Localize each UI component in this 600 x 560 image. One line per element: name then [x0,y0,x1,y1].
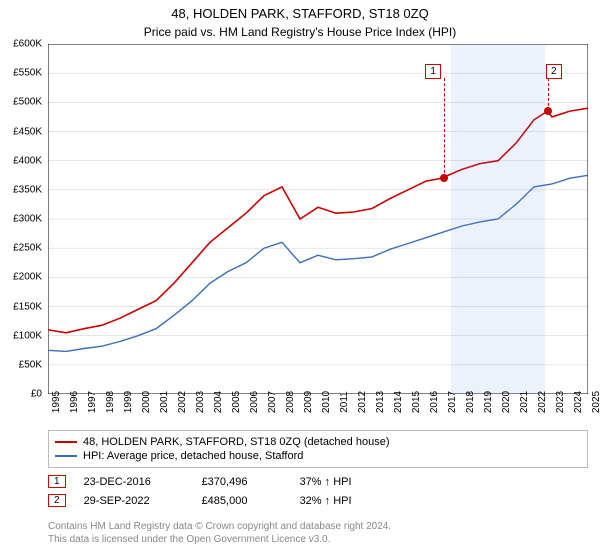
legend-item: HPI: Average price, detached house, Staf… [55,449,581,463]
x-axis-tick: 1999 [123,391,134,413]
x-axis-tick: 2007 [267,391,278,413]
y-axis-tick: £0 [31,389,42,400]
sale-row: 2 29-SEP-2022 £485,000 32% ↑ HPI [48,491,390,510]
y-axis-tick: £200K [13,272,42,283]
x-axis-tick: 2015 [411,391,422,413]
sale-date: 29-SEP-2022 [84,495,184,507]
chart-plot-area: £0£50K£100K£150K£200K£250K£300K£350K£400… [48,44,588,394]
y-axis-tick: £600K [13,39,42,50]
legend-item: 48, HOLDEN PARK, STAFFORD, ST18 0ZQ (det… [55,435,581,449]
shaded-region [451,44,545,394]
y-axis-tick: £300K [13,214,42,225]
y-axis-tick: £100K [13,330,42,341]
chart-subtitle: Price paid vs. HM Land Registry's House … [0,23,600,39]
x-axis-tick: 1995 [51,391,62,413]
footer-attribution: Contains HM Land Registry data © Crown c… [48,520,391,546]
x-axis-tick: 2022 [537,391,548,413]
y-axis-tick: £450K [13,126,42,137]
x-axis-tick: 2012 [357,391,368,413]
x-axis-tick: 2017 [447,391,458,413]
x-axis-tick: 1998 [105,391,116,413]
x-axis-tick: 2014 [393,391,404,413]
y-axis-tick: £500K [13,97,42,108]
marker-dot [440,174,448,182]
marker-dash-line [444,78,445,178]
x-axis-tick: 2013 [375,391,386,413]
y-axis-tick: £550K [13,68,42,79]
y-axis-tick: £400K [13,155,42,166]
footer-line-1: Contains HM Land Registry data © Crown c… [48,520,391,533]
sale-price: £370,496 [202,476,282,488]
y-axis-tick: £150K [13,301,42,312]
x-axis-tick: 2021 [519,391,530,413]
chart-container: 48, HOLDEN PARK, STAFFORD, ST18 0ZQ Pric… [0,0,600,560]
x-axis-tick: 2001 [159,391,170,413]
legend: 48, HOLDEN PARK, STAFFORD, ST18 0ZQ (det… [48,430,588,468]
x-axis-tick: 2006 [249,391,260,413]
sale-price: £485,000 [202,495,282,507]
y-axis-tick: £50K [19,359,42,370]
x-axis-tick: 2016 [429,391,440,413]
sale-marker-number: 1 [48,475,66,488]
x-axis-tick: 2020 [501,391,512,413]
legend-label: HPI: Average price, detached house, Staf… [83,450,303,462]
sale-date: 23-DEC-2016 [84,476,184,488]
sale-vs-hpi: 32% ↑ HPI [300,495,390,507]
sale-vs-hpi: 37% ↑ HPI [300,476,390,488]
y-axis-tick: £350K [13,184,42,195]
x-axis-tick: 2005 [231,391,242,413]
sale-marker-number: 2 [48,494,66,507]
sales-table: 1 23-DEC-2016 £370,496 37% ↑ HPI 2 29-SEP-202… [48,472,390,510]
x-axis-tick: 2004 [213,391,224,413]
x-axis-tick: 2010 [321,391,332,413]
marker-label: 1 [425,64,441,79]
x-axis-tick: 2002 [177,391,188,413]
x-axis-tick: 2008 [285,391,296,413]
x-axis-tick: 2023 [555,391,566,413]
marker-label: 2 [546,64,562,79]
marker-dot [544,107,552,115]
legend-swatch [55,441,77,443]
x-axis-tick: 2003 [195,391,206,413]
x-axis-tick: 2000 [141,391,152,413]
x-axis-tick: 2025 [591,391,600,413]
chart-title: 48, HOLDEN PARK, STAFFORD, ST18 0ZQ [0,0,600,23]
footer-line-2: This data is licensed under the Open Gov… [48,533,391,546]
legend-swatch [55,455,77,457]
x-axis-tick: 2019 [483,391,494,413]
x-axis-tick: 1996 [69,391,80,413]
x-axis-tick: 2024 [573,391,584,413]
x-axis-tick: 1997 [87,391,98,413]
sale-row: 1 23-DEC-2016 £370,496 37% ↑ HPI [48,472,390,491]
x-axis-tick: 2009 [303,391,314,413]
legend-label: 48, HOLDEN PARK, STAFFORD, ST18 0ZQ (det… [83,436,389,448]
x-axis-tick: 2018 [465,391,476,413]
y-axis-tick: £250K [13,243,42,254]
x-axis-tick: 2011 [339,391,350,413]
